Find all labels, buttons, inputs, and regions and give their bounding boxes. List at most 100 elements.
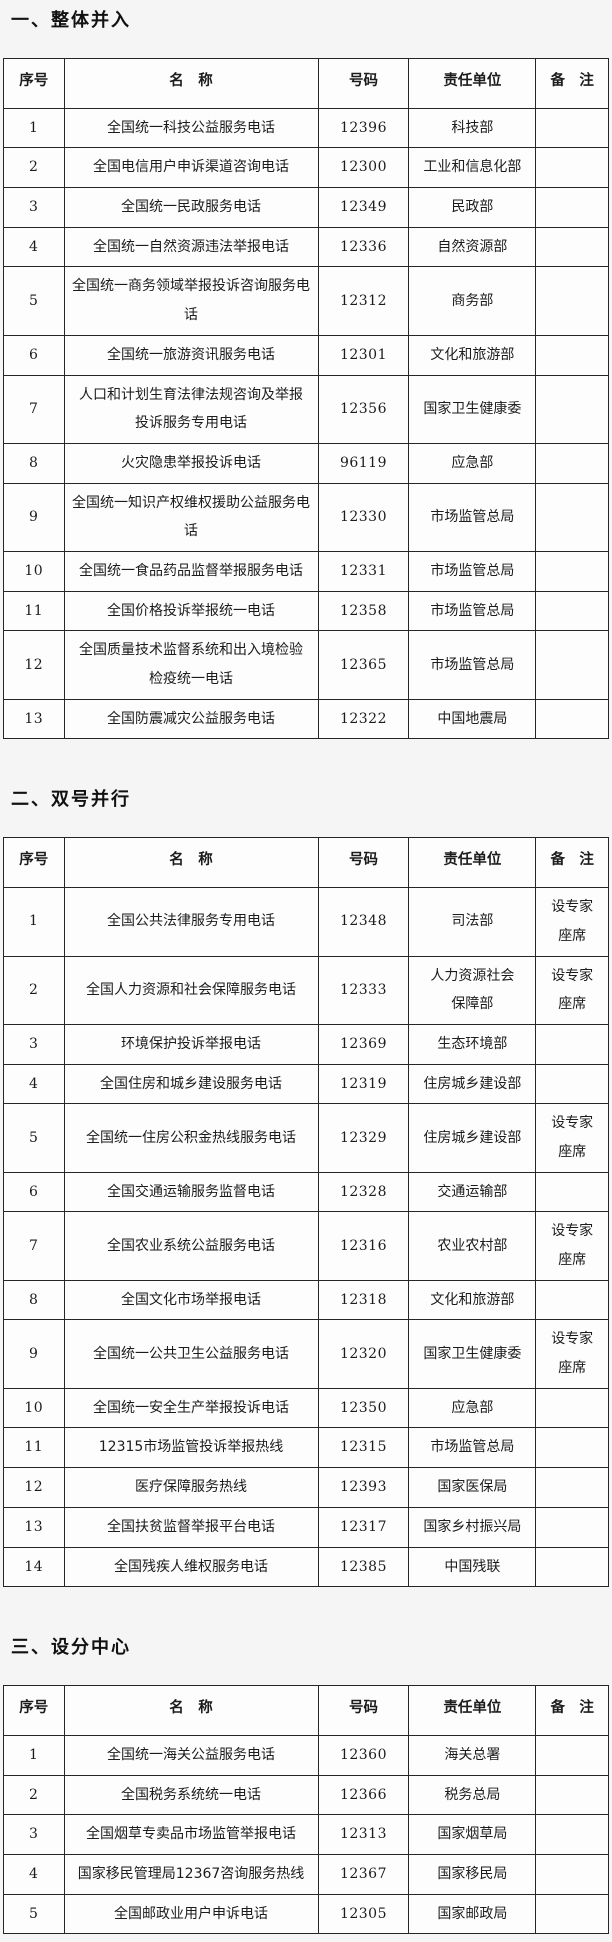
section-dual-number: 二、双号并行 序号名 称号码 责任单位备 注 1 全国公共法律服务专用电话 12348… xyxy=(3,785,609,1588)
cell-number: 12318 xyxy=(317,1279,410,1321)
cell-name: 全国统一民政服务电话 xyxy=(63,187,319,228)
cell-serial: 4 xyxy=(3,1063,65,1105)
cell-name: 全国邮政业用户申诉电话 xyxy=(63,1893,319,1935)
table-row: 12 医疗保障服务热线 12393 国家医保局 xyxy=(3,1467,609,1508)
cell-name: 全国统一安全生产举报投诉电话 xyxy=(63,1387,319,1429)
cell-unit: 商务部 xyxy=(408,266,537,336)
cell-name: 全国质量技术监督系统和出入境检验 检疫统一电话 xyxy=(63,630,319,700)
cell-unit: 国家卫生健康委 xyxy=(408,374,537,444)
table-header-row: 序号名 称号码 责任单位备 注 xyxy=(3,58,609,109)
cell-serial: 11 xyxy=(3,1427,65,1469)
cell-name: 全国统一食品药品监督举报服务电话 xyxy=(63,550,319,592)
cell-remark xyxy=(535,1853,609,1895)
cell-remark xyxy=(535,334,609,376)
column-header: 责任单位 xyxy=(408,58,537,109)
column-header: 号码 xyxy=(317,58,410,109)
cell-serial: 5 xyxy=(3,1893,65,1935)
cell-name: 全国价格投诉举报统一电话 xyxy=(63,590,319,632)
cell-unit: 市场监管总局 xyxy=(408,550,537,592)
cell-remark xyxy=(535,442,609,484)
table-row: 7 全国农业系统公益服务电话 12316 农业农村部 设专家 座席 xyxy=(3,1211,609,1281)
cell-name: 全国统一科技公益服务电话 xyxy=(63,107,319,149)
cell-serial: 6 xyxy=(3,334,65,376)
cell-serial: 2 xyxy=(3,955,65,1025)
cell-name: 全国统一商务领域举报投诉咨询服务电话 xyxy=(63,266,319,336)
cell-remark xyxy=(535,1467,609,1508)
cell-number: 12336 xyxy=(317,226,410,268)
table-row: 3 环境保护投诉举报电话 12369 生态环境部 xyxy=(3,1023,609,1065)
table-row: 11 12315市场监管投诉举报热线 12315 市场监管总局 xyxy=(3,1427,609,1469)
cell-number: 12367 xyxy=(317,1853,410,1895)
table-row: 4 全国统一自然资源违法举报电话 12336 自然资源部 xyxy=(3,226,609,268)
cell-serial: 9 xyxy=(3,1319,65,1389)
table-row: 6 全国统一旅游资讯服务电话 12301 文化和旅游部 xyxy=(3,334,609,376)
cell-remark xyxy=(535,1279,609,1321)
table-row: 2 全国人力资源和社会保障服务电话 12333 人力资源社会 保障部 设专家 座席 xyxy=(3,955,609,1025)
cell-remark xyxy=(535,1814,609,1855)
cell-number: 12322 xyxy=(317,698,410,740)
cell-name: 全国统一公共卫生公益服务电话 xyxy=(63,1319,319,1389)
table-body: 1 全国统一科技公益服务电话 12396 科技部 2 全国电信用户申诉渠道咨询电话 1230… xyxy=(3,107,609,740)
table-row: 8 全国文化市场举报电话 12318 文化和旅游部 xyxy=(3,1279,609,1321)
table-row: 2 全国税务系统统一电话 12366 税务总局 xyxy=(3,1774,609,1816)
cell-remark xyxy=(535,374,609,444)
cell-serial: 8 xyxy=(3,1279,65,1321)
cell-remark: 设专家 座席 xyxy=(535,1211,609,1281)
cell-unit: 海关总署 xyxy=(408,1734,537,1776)
cell-remark: 设专家 座席 xyxy=(535,955,609,1025)
cell-remark xyxy=(535,266,609,336)
cell-name: 人口和计划生育法律法规咨询及举报 投诉服务专用电话 xyxy=(63,374,319,444)
table-body: 1 全国统一海关公益服务电话 12360 海关总署 2 全国税务系统统一电话 12366 税务… xyxy=(3,1734,609,1935)
cell-remark xyxy=(535,1734,609,1776)
cell-serial: 10 xyxy=(3,550,65,592)
table-row: 5 全国统一住房公积金热线服务电话 12329 住房城乡建设部 设专家 座席 xyxy=(3,1103,609,1173)
table-row: 13 全国扶贫监督举报平台电话 12317 国家乡村振兴局 xyxy=(3,1506,609,1548)
cell-unit: 中国残联 xyxy=(408,1546,537,1588)
cell-unit: 住房城乡建设部 xyxy=(408,1063,537,1105)
table-row: 5 全国统一商务领域举报投诉咨询服务电话 12312 商务部 xyxy=(3,266,609,336)
table-row: 5 全国邮政业用户申诉电话 12305 国家邮政局 xyxy=(3,1893,609,1935)
cell-serial: 8 xyxy=(3,442,65,484)
cell-serial: 2 xyxy=(3,1774,65,1816)
table-row: 8 火灾隐患举报投诉电话 96119 应急部 xyxy=(3,442,609,484)
cell-number: 12396 xyxy=(317,107,410,149)
cell-number: 12316 xyxy=(317,1211,410,1281)
table-row: 10 全国统一安全生产举报投诉电话 12350 应急部 xyxy=(3,1387,609,1429)
cell-number: 12320 xyxy=(317,1319,410,1389)
cell-remark xyxy=(535,147,609,189)
cell-name: 全国烟草专卖品市场监管举报电话 xyxy=(63,1814,319,1855)
table-header-row: 序号名 称号码 责任单位备 注 xyxy=(3,1685,609,1736)
table-row: 3 全国烟草专卖品市场监管举报电话 12313 国家烟草局 xyxy=(3,1814,609,1855)
cell-name: 全国电信用户申诉渠道咨询电话 xyxy=(63,147,319,189)
table-row: 1 全国公共法律服务专用电话 12348 司法部 设专家 座席 xyxy=(3,887,609,957)
cell-unit: 自然资源部 xyxy=(408,226,537,268)
table-row: 9 全国统一知识产权维权援助公益服务电话 12330 市场监管总局 xyxy=(3,482,609,552)
cell-remark xyxy=(535,1171,609,1213)
cell-remark xyxy=(535,1387,609,1429)
table-row: 1 全国统一科技公益服务电话 12396 科技部 xyxy=(3,107,609,149)
cell-number: 12315 xyxy=(317,1427,410,1469)
cell-unit: 民政部 xyxy=(408,187,537,228)
cell-number: 12330 xyxy=(317,482,410,552)
cell-serial: 1 xyxy=(3,887,65,957)
cell-number: 12329 xyxy=(317,1103,410,1173)
cell-serial: 13 xyxy=(3,698,65,740)
cell-serial: 9 xyxy=(3,482,65,552)
table-row: 7 人口和计划生育法律法规咨询及举报 投诉服务专用电话 12356 国家卫生健康委 xyxy=(3,374,609,444)
cell-serial: 10 xyxy=(3,1387,65,1429)
cell-name: 医疗保障服务热线 xyxy=(63,1467,319,1508)
table-row: 2 全国电信用户申诉渠道咨询电话 12300 工业和信息化部 xyxy=(3,147,609,189)
cell-remark: 设专家 座席 xyxy=(535,1319,609,1389)
cell-number: 12319 xyxy=(317,1063,410,1105)
cell-name: 全国农业系统公益服务电话 xyxy=(63,1211,319,1281)
cell-serial: 3 xyxy=(3,1023,65,1065)
cell-unit: 农业农村部 xyxy=(408,1211,537,1281)
cell-unit: 文化和旅游部 xyxy=(408,334,537,376)
cell-number: 12331 xyxy=(317,550,410,592)
cell-serial: 3 xyxy=(3,1814,65,1855)
column-header: 序号 xyxy=(3,1685,65,1736)
cell-name: 全国统一住房公积金热线服务电话 xyxy=(63,1103,319,1173)
cell-remark xyxy=(535,107,609,149)
cell-unit: 生态环境部 xyxy=(408,1023,537,1065)
